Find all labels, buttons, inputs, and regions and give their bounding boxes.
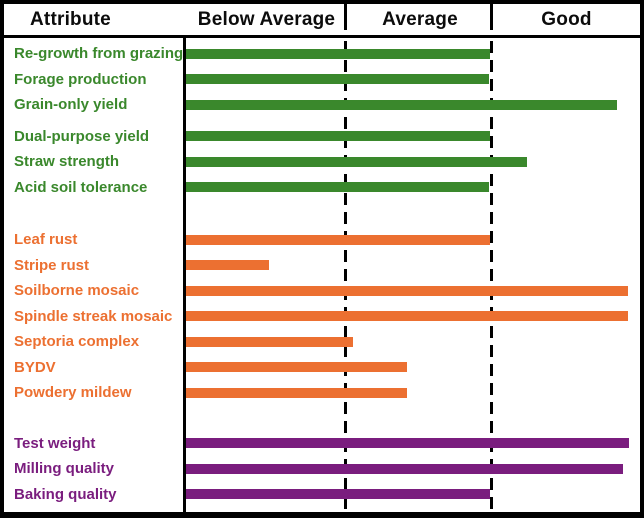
attribute-label: Acid soil tolerance [14, 178, 148, 196]
attribute-row: Stripe rust [4, 253, 640, 279]
group-agronomic: Re-growth from grazing Forage production G… [4, 41, 640, 200]
boundary-dashed-line-average-good [490, 41, 493, 512]
bar-area [186, 380, 640, 406]
group-disease: Leaf rust Stripe rust Soilborne mosaic Spin… [4, 227, 640, 406]
bar-area [186, 124, 640, 150]
rating-bar [186, 285, 629, 296]
attribute-row: Acid soil tolerance [4, 175, 640, 201]
attribute-column-divider [183, 4, 186, 512]
attribute-label: Stripe rust [14, 256, 90, 274]
attribute-row: Straw strength [4, 149, 640, 175]
bar-area [186, 431, 640, 457]
bar-area [186, 149, 640, 175]
rating-bar [186, 156, 527, 167]
rating-bar [186, 74, 490, 85]
boundary-dashed-line-below-average-average [344, 41, 347, 512]
rating-bar [186, 489, 491, 500]
rating-bar [186, 311, 629, 322]
attribute-label: Forage production [14, 70, 147, 88]
attribute-label: Dual-purpose yield [14, 127, 150, 145]
rating-bar [186, 48, 491, 59]
attribute-row: Septoria complex [4, 329, 640, 355]
attribute-row: Powdery mildew [4, 380, 640, 406]
column-header-good: Good [541, 8, 592, 30]
attribute-row: Milling quality [4, 456, 640, 482]
rating-bar [186, 182, 490, 193]
attribute-label: Milling quality [14, 460, 114, 478]
attribute-label: BYDV [14, 358, 56, 376]
attribute-row: Grain-only yield [4, 92, 640, 118]
rating-bar [186, 362, 408, 373]
rating-bar [186, 463, 624, 474]
attribute-row: Dual-purpose yield [4, 124, 640, 150]
bar-area [186, 278, 640, 304]
attribute-label: Leaf rust [14, 231, 78, 249]
attribute-label: Baking quality [14, 485, 117, 503]
attribute-row: Spindle streak mosaic [4, 304, 640, 330]
bar-area [186, 92, 640, 118]
attribute-row: Leaf rust [4, 227, 640, 253]
attribute-label: Spindle streak mosaic [14, 307, 173, 325]
group-quality: Test weight Milling quality Baking quality [4, 431, 640, 508]
bar-area [186, 329, 640, 355]
bar-area [186, 175, 640, 201]
rating-bar [186, 336, 354, 347]
rating-bar [186, 260, 270, 271]
attribute-label: Test weight [14, 434, 96, 452]
attribute-column-header: Attribute [30, 8, 111, 30]
bar-area [186, 304, 640, 330]
attribute-label: Septoria complex [14, 333, 140, 351]
attribute-label: Soilborne mosaic [14, 282, 140, 300]
attribute-label: Straw strength [14, 153, 120, 171]
chart-body: Re-growth from grazing Forage production G… [4, 41, 640, 512]
bar-area [186, 355, 640, 381]
attribute-label: Re-growth from grazing [14, 45, 184, 63]
bar-area [186, 67, 640, 93]
column-header-below-average: Below Average [197, 8, 336, 30]
rating-bar [186, 234, 491, 245]
bar-area [186, 41, 640, 67]
attribute-row: Soilborne mosaic [4, 278, 640, 304]
attribute-label: Grain-only yield [14, 96, 128, 114]
rating-bar [186, 438, 630, 449]
attribute-row: Re-growth from grazing [4, 41, 640, 67]
bar-area [186, 456, 640, 482]
header-separator-average-good [490, 4, 493, 30]
header-row: Attribute Below Average Average Good [4, 4, 640, 38]
bar-area [186, 482, 640, 508]
bar-area [186, 227, 640, 253]
attribute-row: Forage production [4, 67, 640, 93]
attribute-row: Baking quality [4, 482, 640, 508]
attribute-row: Test weight [4, 431, 640, 457]
header-separator-below-average-average [344, 4, 347, 30]
rating-bar [186, 99, 617, 110]
attribute-label: Powdery mildew [14, 384, 132, 402]
rating-bar [186, 131, 491, 142]
rating-bar [186, 387, 408, 398]
bar-area [186, 253, 640, 279]
attribute-row: BYDV [4, 355, 640, 381]
column-header-average: Average [382, 8, 458, 30]
